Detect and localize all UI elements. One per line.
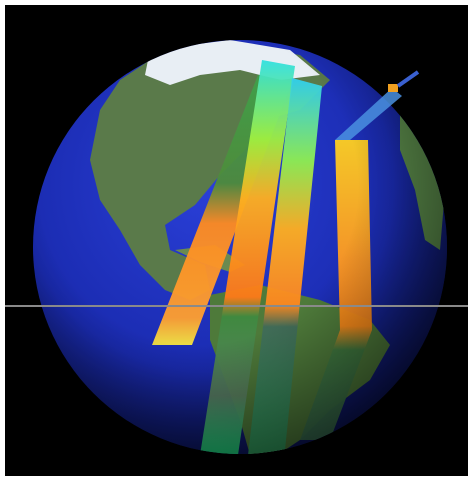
satellite-beam <box>335 88 402 140</box>
satellite <box>388 84 398 92</box>
globe-shading <box>33 40 447 454</box>
solar-panel <box>396 70 420 88</box>
